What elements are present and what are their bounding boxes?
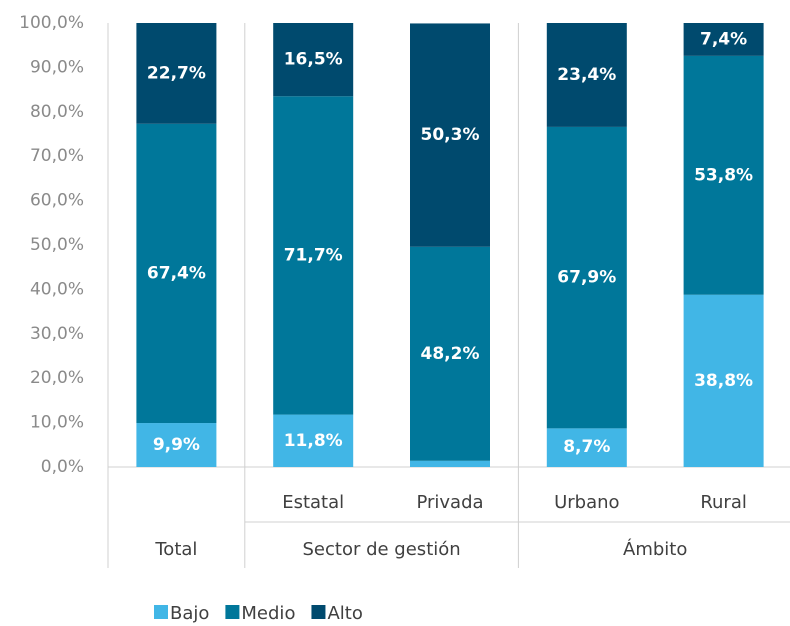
y-tick-label: 0,0%: [41, 457, 84, 477]
value-label: 38,8%: [694, 371, 753, 391]
legend-label: Alto: [327, 603, 362, 624]
value-label: 8,7%: [563, 437, 610, 457]
x-tick-label: Privada: [416, 492, 483, 513]
y-tick-label: 40,0%: [30, 279, 84, 299]
value-label: 71,7%: [284, 245, 343, 265]
value-label: 67,9%: [557, 268, 616, 288]
bar-segment: [410, 246, 490, 461]
bar-segment: [273, 414, 354, 467]
x-tick-label: Estatal: [282, 492, 344, 513]
value-label: 48,2%: [421, 344, 480, 364]
value-label: 53,8%: [694, 165, 753, 185]
x-tick-label: Urbano: [554, 492, 619, 513]
value-label: 23,4%: [557, 65, 616, 85]
value-label: 7,4%: [700, 29, 747, 49]
bar-segment: [683, 23, 764, 56]
legend-label: Bajo: [170, 603, 209, 624]
bar-segment: [683, 294, 764, 467]
legend-swatch: [311, 605, 326, 619]
value-label: 9,9%: [153, 435, 200, 455]
bar-segment: [683, 55, 764, 295]
y-tick-label: 50,0%: [30, 235, 84, 255]
bar-segment: [136, 23, 217, 124]
value-label: 67,4%: [147, 263, 206, 283]
legend-swatch: [154, 605, 168, 619]
x-tick-label: Rural: [700, 492, 747, 513]
bar-segment: [410, 23, 490, 247]
y-tick-label: 80,0%: [30, 102, 84, 122]
bar-segment: [273, 23, 354, 97]
bar-segment: [273, 96, 354, 415]
y-tick-label: 70,0%: [30, 146, 84, 166]
group-label: Sector de gestión: [303, 539, 461, 560]
bar-segment: [136, 423, 217, 467]
value-label: 16,5%: [284, 50, 343, 70]
y-tick-label: 90,0%: [30, 57, 84, 77]
bar-segment: [136, 123, 217, 424]
legend-label: Medio: [241, 603, 295, 624]
legend-swatch: [225, 605, 240, 619]
y-tick-label: 20,0%: [30, 368, 84, 388]
bar-segment: [546, 23, 627, 127]
group-label: Ámbito: [623, 538, 687, 560]
y-tick-label: 30,0%: [30, 324, 84, 344]
bar-segment: [546, 428, 627, 467]
y-tick-label: 100,0%: [19, 13, 84, 33]
value-label: 22,7%: [147, 63, 206, 83]
y-tick-label: 60,0%: [30, 191, 84, 211]
group-label: Total: [154, 539, 197, 560]
value-label: 11,8%: [284, 431, 343, 451]
bar-segment: [410, 460, 490, 467]
y-tick-label: 10,0%: [30, 413, 84, 433]
value-label: 50,3%: [421, 125, 480, 145]
bar-segment: [546, 126, 627, 429]
